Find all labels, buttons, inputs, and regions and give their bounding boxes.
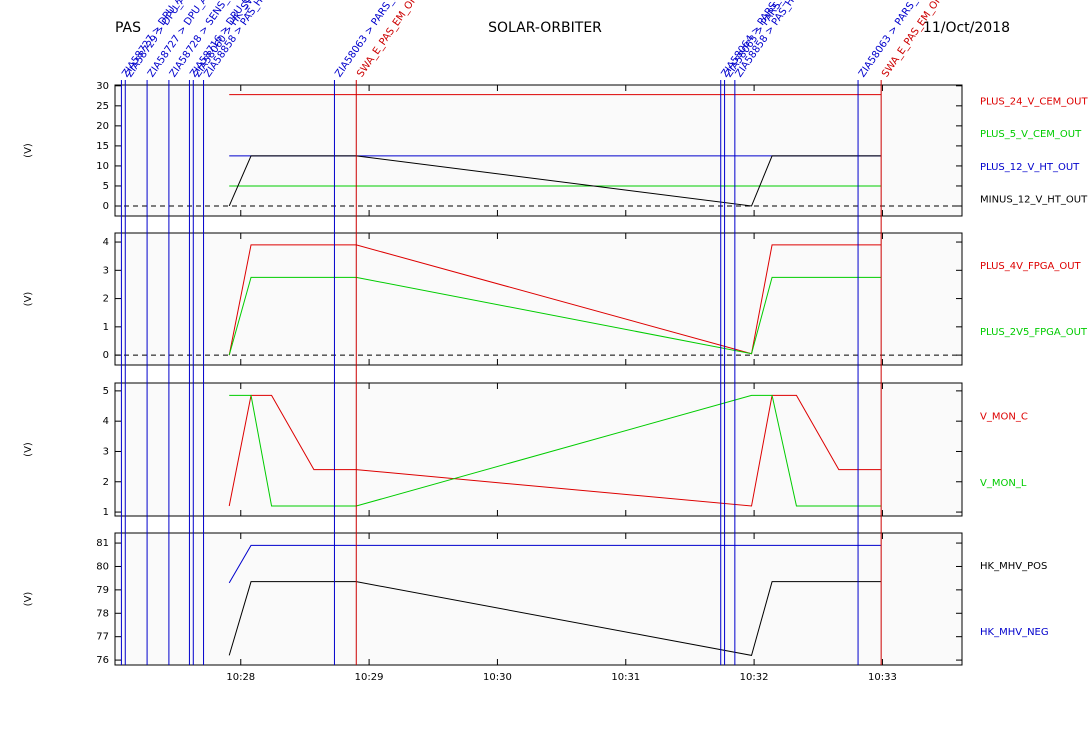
header-center: SOLAR-ORBITER: [488, 20, 602, 36]
series-line: [228, 394, 882, 507]
y-tick-label: 80: [96, 561, 109, 572]
legend-label: V_MON_C: [980, 411, 1028, 422]
y-tick-label: 3: [103, 265, 109, 276]
y-tick-label: 5: [103, 181, 109, 192]
x-tick-label: 10:29: [355, 672, 384, 683]
y-tick-label: 0: [103, 350, 109, 361]
y-tick-label: 77: [96, 632, 109, 643]
legend-label: PLUS_24_V_CEM_OUT: [980, 96, 1088, 107]
legend-label: V_MON_L: [980, 478, 1027, 489]
y-tick-label: 1: [103, 507, 109, 518]
y-tick-label: 0: [103, 201, 109, 212]
y-tick-label: 25: [96, 101, 109, 112]
y-tick-label: 20: [96, 121, 109, 132]
plot-frame: [114, 382, 963, 517]
y-tick-label: 15: [96, 141, 109, 152]
y-tick-label: 81: [96, 538, 109, 549]
x-tick-label: 10:32: [740, 672, 769, 683]
legend-label: HK_MHV_NEG: [980, 627, 1049, 638]
series-line: [228, 276, 882, 356]
y-tick-label: 4: [103, 416, 109, 427]
legend-label: HK_MHV_POS: [980, 561, 1047, 572]
legend-label: PLUS_4V_FPGA_OUT: [980, 261, 1082, 272]
y-tick-label: 2: [103, 294, 109, 305]
series-line: [228, 544, 882, 584]
y-tick-label: 5: [103, 386, 109, 397]
y-tick-label: 10: [96, 161, 109, 172]
header-right: 11/Oct/2018: [923, 20, 1010, 36]
y-tick-label: 4: [103, 237, 109, 248]
header-left: PAS: [115, 20, 141, 36]
legend-label: PLUS_2V5_FPGA_OUT: [980, 327, 1088, 338]
series-line: [229, 394, 882, 507]
y-axis-label: (V): [23, 592, 34, 607]
legend-label: MINUS_12_V_HT_OUT: [980, 195, 1088, 206]
x-tick-label: 10:33: [868, 672, 897, 683]
y-tick-label: 3: [103, 446, 109, 457]
y-tick-label: 79: [96, 585, 109, 596]
x-tick-label: 10:31: [611, 672, 640, 683]
y-axis-label: (V): [23, 292, 34, 307]
y-tick-label: 30: [96, 81, 109, 92]
x-tick-label: 10:28: [226, 672, 255, 683]
plot-frame: [114, 232, 963, 366]
series-line: [228, 155, 882, 207]
y-tick-label: 76: [96, 655, 109, 666]
series-line: [228, 581, 882, 656]
y-tick-label: 78: [96, 608, 109, 619]
y-axis-label: (V): [23, 442, 34, 457]
legend-label: PLUS_12_V_HT_OUT: [980, 162, 1080, 173]
x-tick-label: 10:30: [483, 672, 512, 683]
plot-frame: [114, 532, 963, 666]
plot-frame: [114, 84, 963, 217]
y-tick-label: 1: [103, 322, 109, 333]
y-tick-label: 2: [103, 477, 109, 488]
legend-label: PLUS_5_V_CEM_OUT: [980, 129, 1082, 140]
y-axis-label: (V): [23, 143, 34, 158]
series-line: [228, 244, 882, 356]
